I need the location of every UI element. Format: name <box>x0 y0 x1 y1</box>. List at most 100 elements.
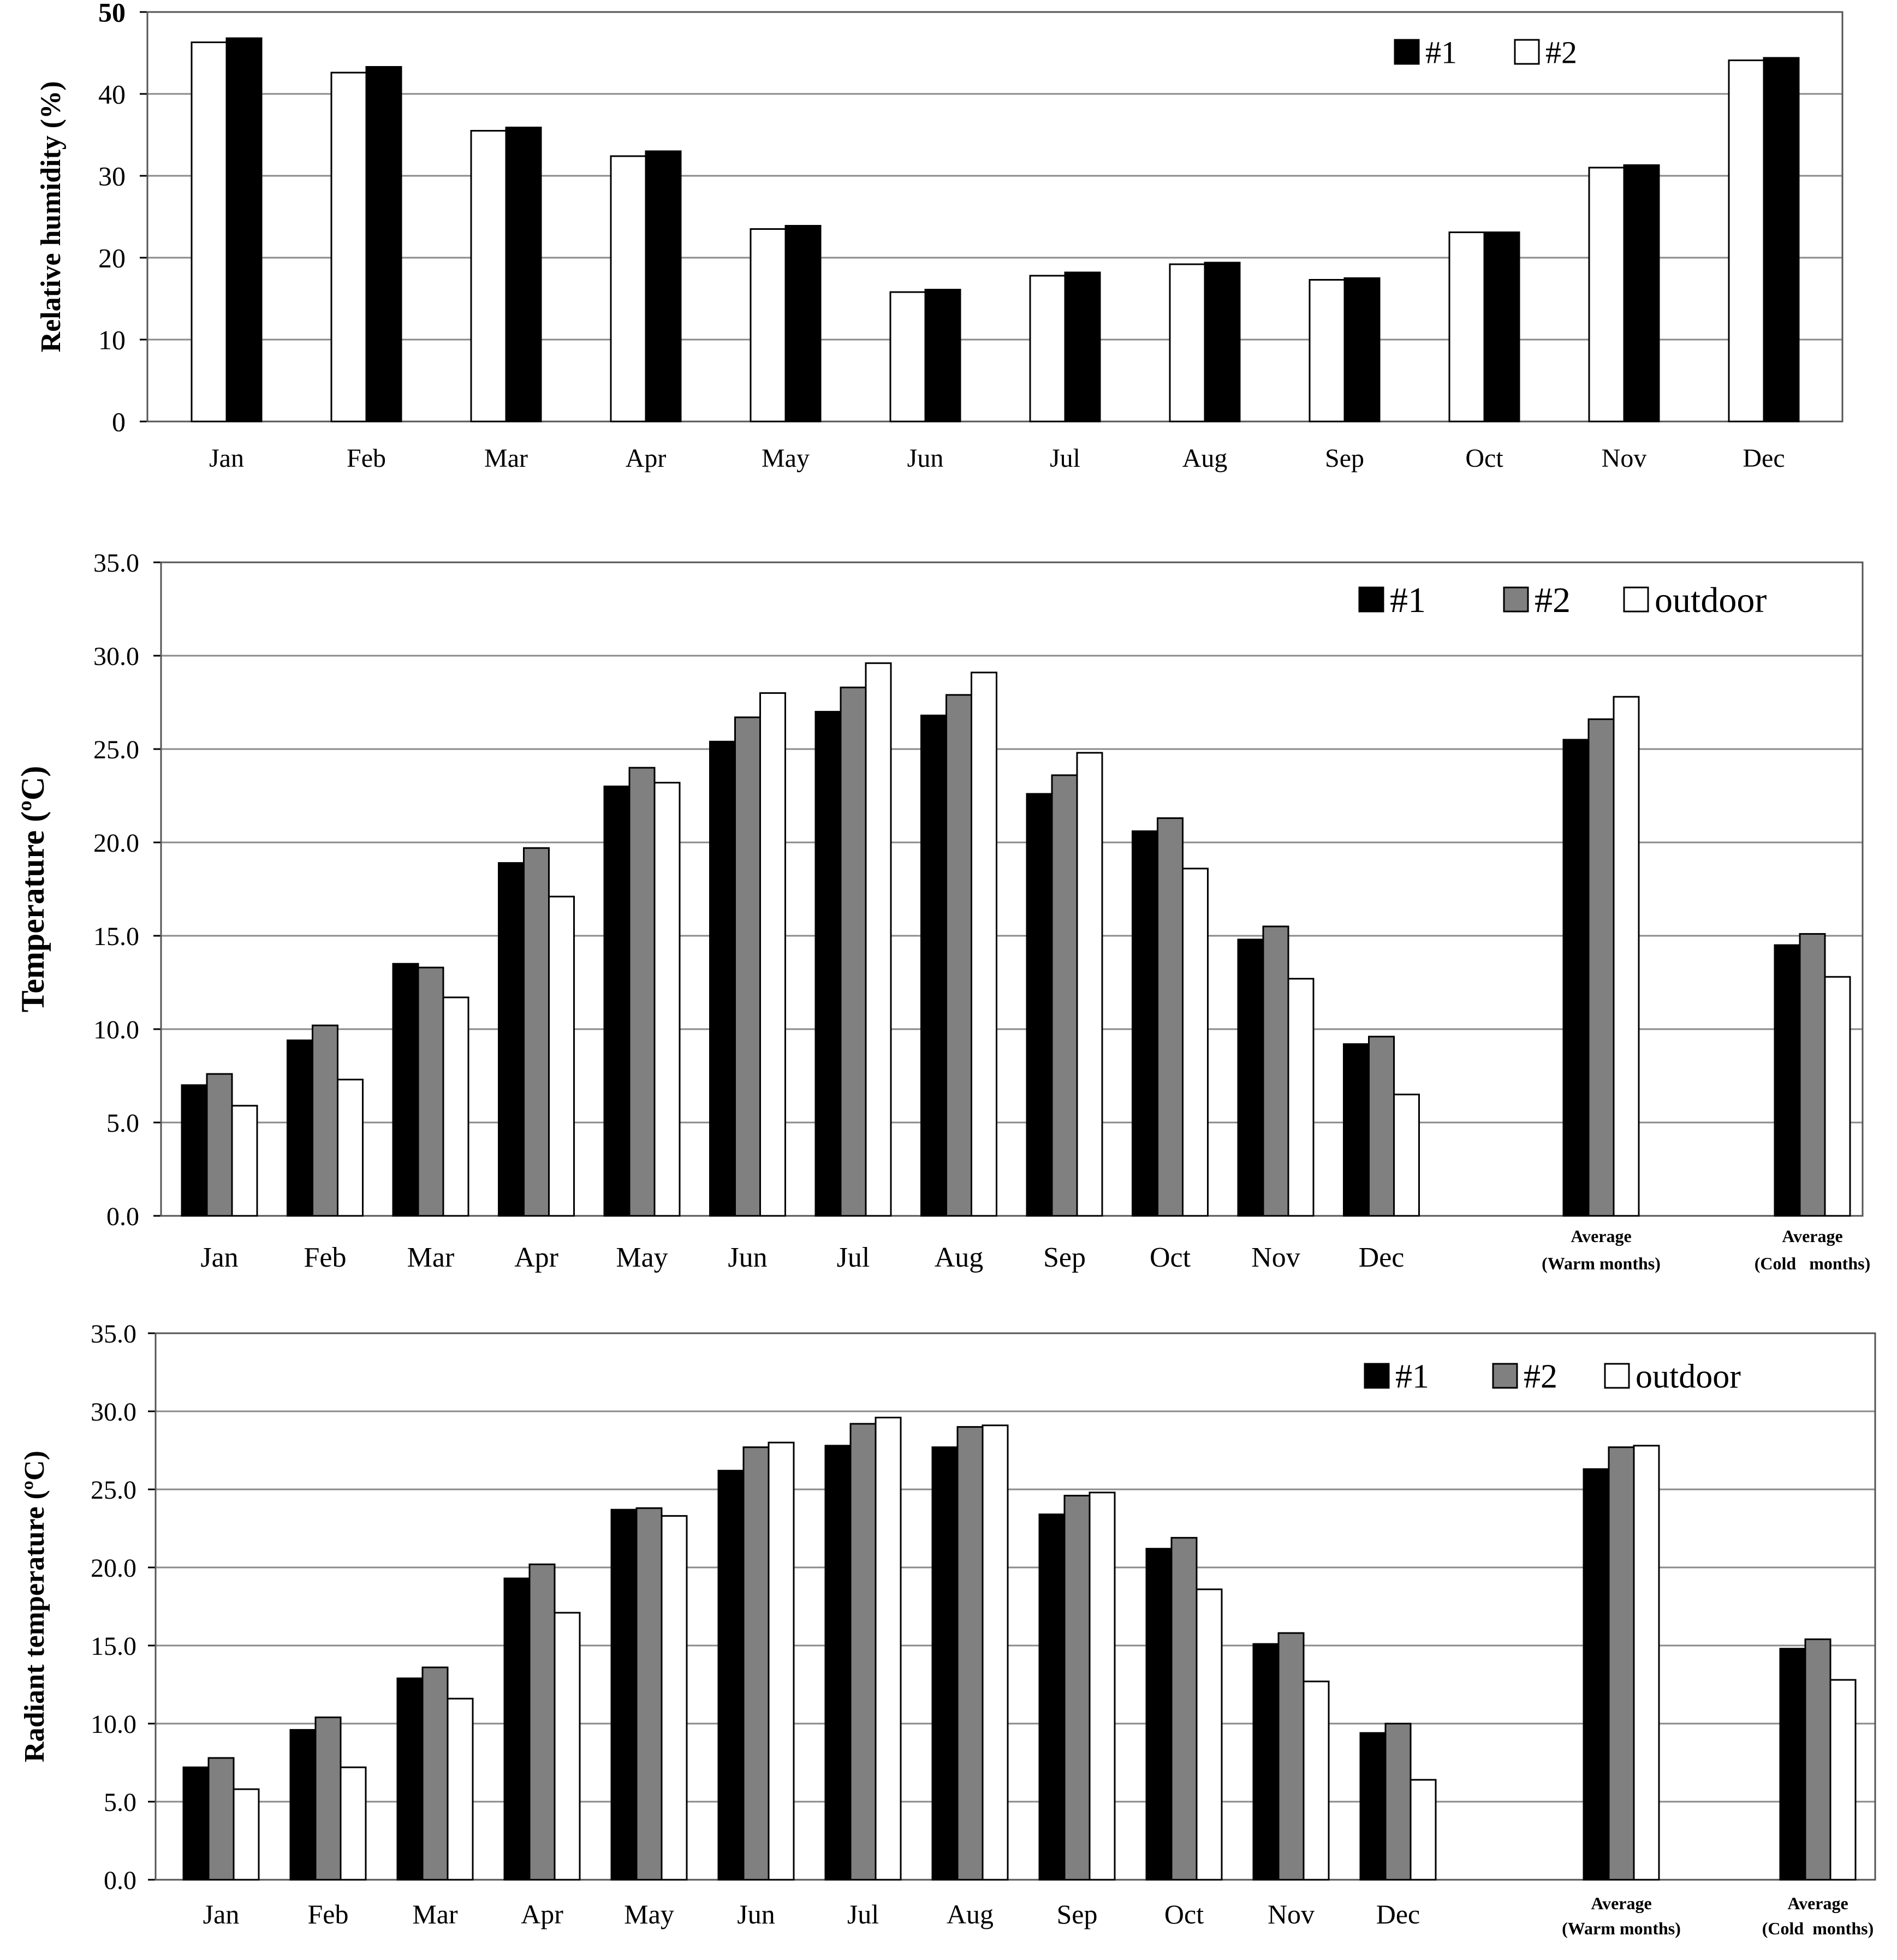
bar-s1-sep <box>1343 277 1381 423</box>
bar-s2-nov <box>1262 925 1289 1217</box>
bar-s2-jan <box>207 1757 235 1881</box>
bar-s2-jul <box>840 686 867 1217</box>
x-tick-label: Sep <box>1057 1899 1098 1929</box>
bar-s2-apr <box>528 1563 556 1881</box>
legend-swatch <box>1364 1363 1390 1389</box>
x-tick-label: Mar <box>407 1242 455 1273</box>
y-tick-label: 30.0 <box>93 642 139 671</box>
x-tick-label: May <box>762 444 810 473</box>
bar-outdoor-apr <box>554 1612 581 1881</box>
bar-s1-dec <box>1343 1043 1370 1217</box>
x-tick-label: Sep <box>1043 1242 1086 1273</box>
y-tick-label: 35.0 <box>93 549 139 578</box>
bar-s2-oct <box>1448 231 1485 423</box>
x-tick-label: Aug <box>947 1899 994 1929</box>
bar-s1-jun <box>717 1470 745 1881</box>
bar-outdoor-oct <box>1196 1588 1223 1881</box>
x-tick-label: Apr <box>521 1899 563 1929</box>
bar-s1-jul <box>1064 271 1101 423</box>
bar-s2-aug <box>956 1426 984 1881</box>
bar-s2-jan <box>191 41 228 423</box>
bar-s2-feb <box>312 1024 338 1217</box>
y-tick-label: 40 <box>98 79 126 110</box>
x-tick-label: Nov <box>1602 444 1647 473</box>
legend-label: #2 <box>1535 580 1571 620</box>
bar-outdoor-dec <box>1393 1094 1420 1217</box>
legend-label: #1 <box>1395 1358 1429 1395</box>
bar-s1-jan <box>181 1084 208 1217</box>
x-tick-label: Mar <box>484 444 528 473</box>
x-tick-label: Jan <box>209 444 244 473</box>
y-tick-label: 20.0 <box>91 1554 136 1583</box>
bar-s1-avg-0 <box>1562 739 1590 1217</box>
x-tick-label: Oct <box>1164 1899 1204 1929</box>
bar-s2-avg-0 <box>1608 1446 1635 1881</box>
x-tick-label: Dec <box>1376 1899 1420 1929</box>
bar-outdoor-mar <box>442 996 469 1217</box>
y-tick-label: 20.0 <box>93 829 139 858</box>
bar-outdoor-may <box>653 782 681 1217</box>
bar-s1-may <box>603 785 631 1217</box>
bar-s1-oct <box>1483 231 1520 423</box>
bar-s1-avg-1 <box>1774 944 1801 1217</box>
bar-s2-oct <box>1170 1537 1198 1881</box>
x-tick-label: Mar <box>412 1899 458 1929</box>
bar-s2-jul <box>849 1423 877 1881</box>
plot-frame <box>154 1332 1876 1881</box>
x-tick-label: Nov <box>1251 1242 1300 1273</box>
y-tick-label: 0.0 <box>104 1866 136 1895</box>
y-tick-label: 50 <box>98 0 126 28</box>
bar-s2-aug <box>1169 263 1206 423</box>
legend-swatch <box>1503 586 1529 613</box>
bar-s2-jan <box>206 1073 233 1217</box>
x-tick-label: Jan <box>203 1899 240 1929</box>
bar-s1-dec <box>1763 57 1800 423</box>
bar-outdoor-nov <box>1287 978 1315 1217</box>
bar-s1-feb <box>287 1040 313 1217</box>
bar-outdoor-apr <box>548 895 575 1217</box>
chart-panel-3: 0.0 5.0 10.0 15.0 20.0 25.0 30.0 35.0 Radiant te… <box>19 1320 1876 1938</box>
legend-swatch <box>1604 1363 1630 1389</box>
bar-s2-jul <box>1029 275 1066 423</box>
bar-s2-nov <box>1588 167 1625 423</box>
bar-s1-apr <box>645 150 682 423</box>
plot-frame <box>146 11 1844 423</box>
bar-s2-mar <box>421 1666 449 1881</box>
bar-s1-sep <box>1038 1513 1066 1881</box>
bar-s2-dec <box>1384 1723 1412 1881</box>
bar-s1-may <box>784 225 822 423</box>
bar-s2-sep <box>1063 1494 1091 1881</box>
average-label-line2: (Cold months) <box>1755 1254 1870 1273</box>
chart-panel-2: 0.0 5.0 10.0 15.0 20.0 25.0 30.0 35.0 Temperatur… <box>15 549 1870 1273</box>
plot-frame <box>160 561 1864 1217</box>
bar-s2-aug <box>945 694 972 1217</box>
y-tick-label: 25.0 <box>91 1476 136 1505</box>
bar-outdoor-feb <box>337 1078 364 1217</box>
y-tick-label: 15.0 <box>93 922 139 951</box>
bar-s1-jan <box>182 1766 210 1881</box>
average-label-line1: Average <box>1591 1893 1651 1913</box>
x-tick-label: May <box>624 1899 674 1929</box>
bar-s1-feb <box>365 66 402 423</box>
y-tick-label: 35.0 <box>91 1320 136 1349</box>
bar-s2-nov <box>1277 1632 1305 1881</box>
x-tick-label: Dec <box>1743 444 1785 473</box>
bar-s1-aug <box>931 1446 959 1881</box>
bar-s2-may <box>628 767 656 1217</box>
legend-swatch <box>1623 586 1649 613</box>
legend-swatch <box>1394 39 1420 65</box>
legend-swatch <box>1514 39 1540 65</box>
bar-outdoor-dec <box>1410 1779 1437 1881</box>
y-tick-label: 10.0 <box>93 1015 139 1044</box>
x-tick-label: Apr <box>514 1242 558 1273</box>
y-axis-label: Radiant temperature (ºC) <box>19 1451 50 1762</box>
bar-s1-jul <box>814 711 842 1217</box>
legend-label: outdoor <box>1636 1358 1741 1395</box>
x-tick-label: Oct <box>1150 1242 1191 1273</box>
legend-label: outdoor <box>1655 580 1767 620</box>
bar-s2-apr <box>523 847 550 1217</box>
bar-outdoor-jan <box>233 1788 260 1881</box>
bar-s1-nov <box>1252 1643 1280 1881</box>
y-tick-label: 0.0 <box>106 1202 139 1231</box>
